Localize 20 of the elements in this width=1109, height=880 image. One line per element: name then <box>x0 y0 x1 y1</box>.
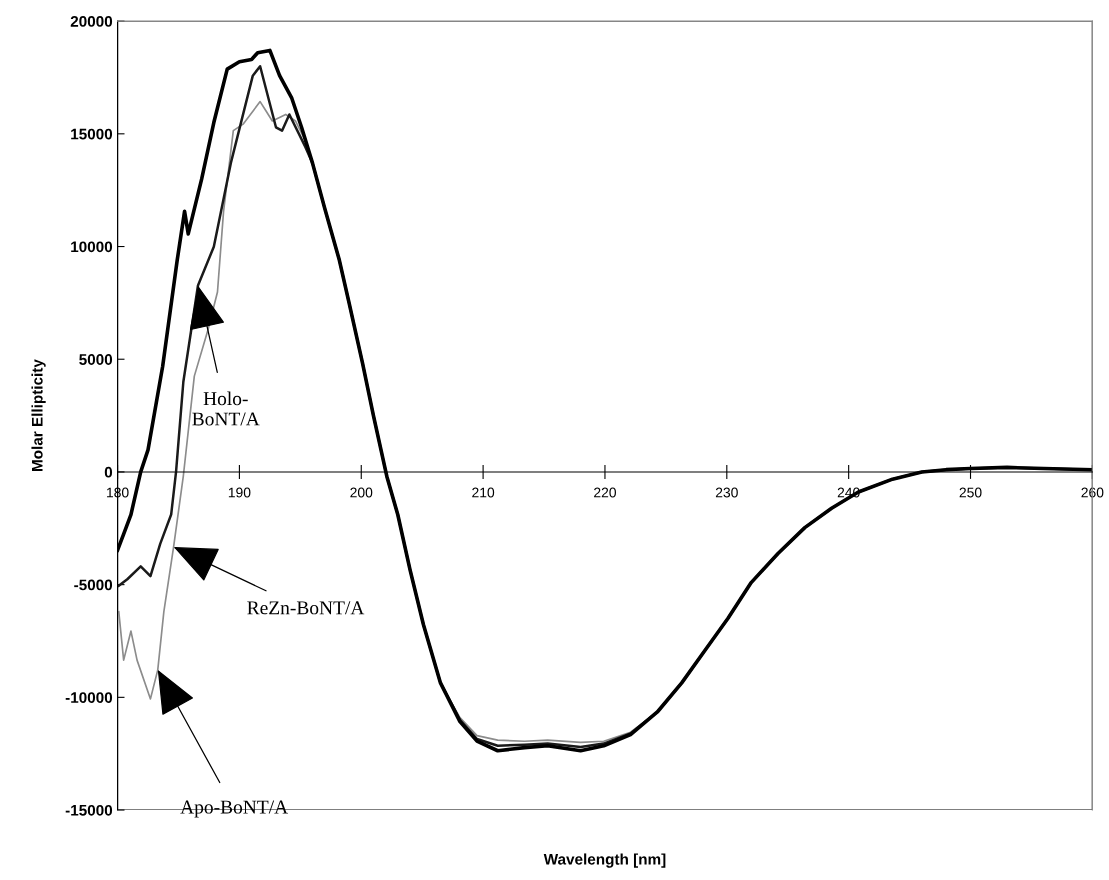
y-tick-label: -5000 <box>74 579 113 591</box>
annotation: Holo- BoNT/A <box>192 391 260 426</box>
x-axis-title: Wavelength [nm] <box>543 853 666 868</box>
x-tick-label: 200 <box>350 487 373 498</box>
y-tick-label: 5000 <box>79 354 113 365</box>
y-tick-label: -10000 <box>65 692 113 704</box>
y-tick-label: 10000 <box>71 241 113 253</box>
x-tick-label: 210 <box>472 487 495 498</box>
annotation: ReZn-BoNT/A <box>247 601 365 615</box>
annotation: Apo-BoNT/A <box>180 800 289 818</box>
y-tick-label: 15000 <box>71 128 113 140</box>
x-tick-label: 260 <box>1081 487 1104 498</box>
y-axis-title: Molar Ellipticity <box>31 359 46 472</box>
x-tick-label: 250 <box>959 487 982 498</box>
y-tick-label: 20000 <box>70 15 113 27</box>
y-tick-label: -15000 <box>65 804 113 816</box>
x-tick-label: 220 <box>594 487 616 498</box>
y-tick-label: 0 <box>104 466 113 478</box>
x-tick-label: 230 <box>715 487 738 498</box>
x-tick-label: 190 <box>228 487 251 498</box>
